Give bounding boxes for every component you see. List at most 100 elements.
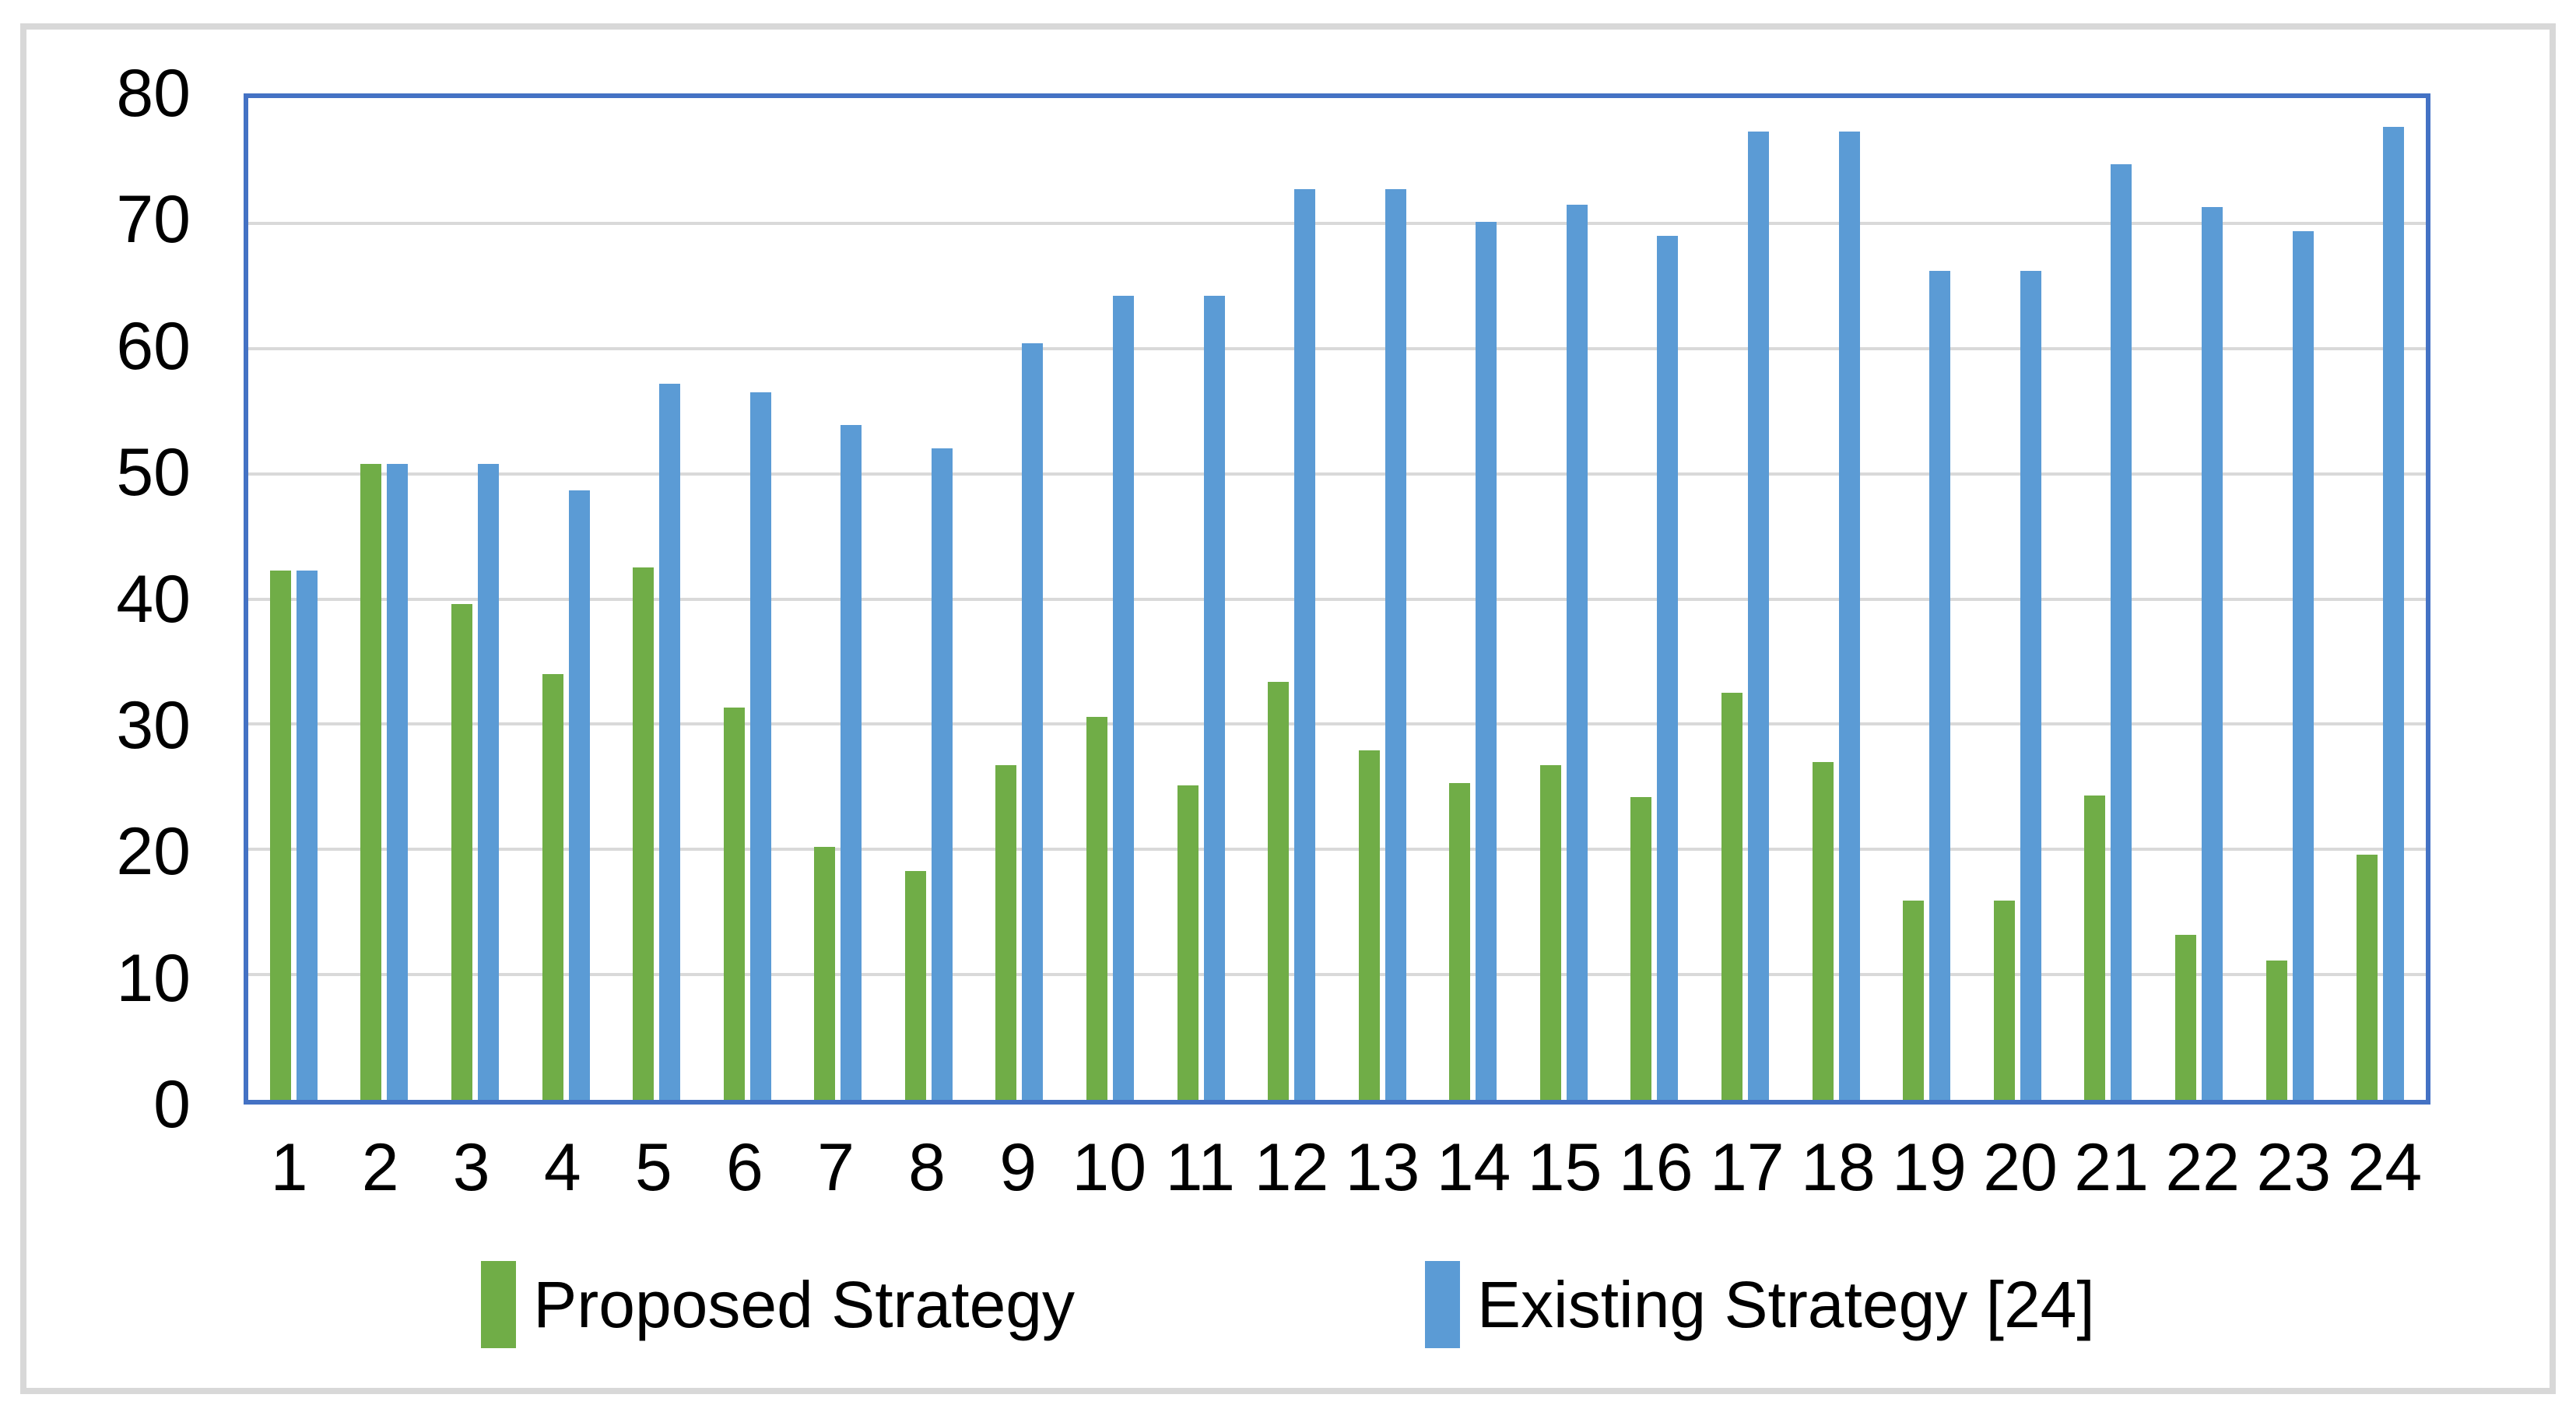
y-axis-label-60: 60 <box>116 308 191 384</box>
bar-existing-strategy-24-10 <box>1112 296 1134 1100</box>
y-axis-label-0: 0 <box>153 1067 191 1142</box>
bar-proposed-strategy-4 <box>542 674 563 1100</box>
legend-item-existing-strategy: Existing Strategy [24] <box>1425 1261 2095 1348</box>
bar-group-11 <box>1156 98 1247 1100</box>
bar-proposed-strategy-18 <box>1812 761 1834 1100</box>
bar-proposed-strategy-21 <box>2084 796 2106 1100</box>
legend-label-existing-strategy: Existing Strategy [24] <box>1477 1268 2095 1341</box>
bar-group-18 <box>1791 98 1882 1100</box>
bar-group-6 <box>702 98 793 1100</box>
bar-existing-strategy-24-24 <box>2383 127 2405 1100</box>
bar-proposed-strategy-3 <box>451 603 472 1100</box>
bar-existing-strategy-24-3 <box>477 463 499 1100</box>
x-axis-label-19: 19 <box>1892 1130 1967 1205</box>
x-axis-label-13: 13 <box>1345 1130 1420 1205</box>
legend-label-proposed-strategy: Proposed Strategy <box>533 1268 1075 1341</box>
x-axis-label-9: 9 <box>999 1130 1037 1205</box>
bar-group-5 <box>611 98 702 1100</box>
bar-proposed-strategy-12 <box>1268 681 1290 1100</box>
bar-proposed-strategy-19 <box>1903 901 1925 1100</box>
x-axis-label-3: 3 <box>452 1130 490 1205</box>
y-axis-label-80: 80 <box>116 56 191 131</box>
x-axis-label-11: 11 <box>1165 1130 1235 1205</box>
bar-existing-strategy-24-12 <box>1294 189 1316 1100</box>
bar-proposed-strategy-7 <box>814 847 836 1100</box>
bar-proposed-strategy-5 <box>633 567 655 1100</box>
bar-group-24 <box>2335 98 2426 1100</box>
bar-existing-strategy-24-7 <box>841 424 862 1100</box>
bar-existing-strategy-24-22 <box>2201 206 2223 1100</box>
bar-proposed-strategy-20 <box>1993 901 2015 1100</box>
x-axis-label-8: 8 <box>908 1130 946 1205</box>
legend-item-proposed-strategy: Proposed Strategy <box>481 1261 1075 1348</box>
bar-group-2 <box>339 98 430 1100</box>
gridline-70 <box>248 221 2426 225</box>
gridline-40 <box>248 597 2426 601</box>
x-axis-label-23: 23 <box>2256 1130 2332 1205</box>
bar-group-22 <box>2153 98 2244 1100</box>
x-axis-label-14: 14 <box>1436 1130 1511 1205</box>
x-axis-label-21: 21 <box>2074 1130 2149 1205</box>
x-axis-label-4: 4 <box>543 1130 581 1205</box>
bar-proposed-strategy-16 <box>1630 796 1652 1100</box>
bar-existing-strategy-24-14 <box>1476 222 1497 1100</box>
gridline-10 <box>248 973 2426 977</box>
legend-marker-existing-strategy <box>1425 1261 1460 1348</box>
y-axis-label-70: 70 <box>116 182 191 258</box>
bar-proposed-strategy-13 <box>1358 750 1380 1100</box>
bar-existing-strategy-24-21 <box>2111 164 2132 1100</box>
bar-group-3 <box>430 98 521 1100</box>
x-axis-label-1: 1 <box>270 1130 308 1205</box>
bar-proposed-strategy-24 <box>2357 854 2378 1100</box>
x-axis-label-2: 2 <box>361 1130 399 1205</box>
x-axis-label-22: 22 <box>2165 1130 2241 1205</box>
bar-group-9 <box>974 98 1065 1100</box>
bar-group-20 <box>1972 98 2063 1100</box>
bar-existing-strategy-24-1 <box>296 570 318 1100</box>
bar-existing-strategy-24-16 <box>1657 235 1679 1100</box>
gridline-30 <box>248 722 2426 726</box>
bar-existing-strategy-24-19 <box>1929 271 1951 1100</box>
bar-group-19 <box>1881 98 1972 1100</box>
bar-existing-strategy-24-15 <box>1566 204 1588 1100</box>
bar-group-14 <box>1428 98 1519 1100</box>
bar-group-16 <box>1609 98 1700 1100</box>
x-axis-label-16: 16 <box>1618 1130 1693 1205</box>
bar-group-17 <box>1700 98 1791 1100</box>
bar-group-1 <box>248 98 339 1100</box>
bar-proposed-strategy-23 <box>2265 961 2287 1100</box>
bar-existing-strategy-24-23 <box>2292 230 2314 1100</box>
figure-border <box>20 23 2556 1394</box>
bar-existing-strategy-24-5 <box>659 383 681 1100</box>
x-axis-labels: 1 2 3 4 5 6 7 8 9 10 11 12 13 14 15 16 17 18 19 20 21 22 23 24 <box>244 1130 2430 1205</box>
bar-existing-strategy-24-8 <box>931 448 953 1100</box>
bar-proposed-strategy-1 <box>269 570 291 1100</box>
bar-group-8 <box>883 98 974 1100</box>
bar-group-23 <box>2244 98 2336 1100</box>
bar-proposed-strategy-17 <box>1721 693 1743 1100</box>
x-axis-label-17: 17 <box>1709 1130 1785 1205</box>
bar-existing-strategy-24-20 <box>2020 271 2041 1100</box>
bar-existing-strategy-24-2 <box>387 463 409 1100</box>
x-axis-label-18: 18 <box>1801 1130 1876 1205</box>
bar-proposed-strategy-14 <box>1449 783 1471 1100</box>
bar-existing-strategy-24-18 <box>1838 132 1860 1100</box>
x-axis-label-20: 20 <box>1983 1130 2058 1205</box>
x-axis-label-6: 6 <box>726 1130 763 1205</box>
x-axis-label-24: 24 <box>2347 1130 2423 1205</box>
bar-proposed-strategy-11 <box>1177 785 1199 1100</box>
bar-group-10 <box>1065 98 1156 1100</box>
legend-marker-proposed-strategy <box>481 1261 517 1348</box>
bar-existing-strategy-24-4 <box>568 490 590 1100</box>
x-axis-label-12: 12 <box>1254 1130 1329 1205</box>
bar-proposed-strategy-9 <box>995 765 1017 1100</box>
y-axis-label-20: 20 <box>116 814 191 890</box>
bar-group-15 <box>1518 98 1609 1100</box>
bar-existing-strategy-24-9 <box>1022 343 1044 1100</box>
bar-proposed-strategy-8 <box>904 870 926 1100</box>
x-axis-label-5: 5 <box>634 1130 672 1205</box>
bar-existing-strategy-24-6 <box>749 392 771 1100</box>
x-axis-label-10: 10 <box>1072 1130 1147 1205</box>
bar-proposed-strategy-15 <box>1539 765 1561 1100</box>
